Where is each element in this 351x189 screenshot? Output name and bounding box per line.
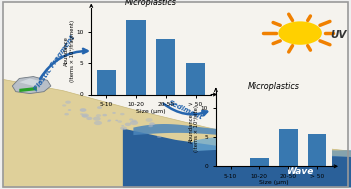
Circle shape: [97, 106, 102, 109]
Circle shape: [82, 114, 88, 118]
Text: Wave: Wave: [286, 167, 314, 176]
Bar: [186, 64, 205, 94]
Circle shape: [80, 113, 84, 115]
Circle shape: [121, 125, 124, 126]
X-axis label: Size (μm): Size (μm): [259, 180, 289, 185]
Bar: [250, 158, 269, 166]
Circle shape: [129, 118, 133, 121]
Circle shape: [157, 136, 162, 138]
Circle shape: [64, 113, 69, 115]
Circle shape: [65, 101, 71, 104]
Circle shape: [148, 125, 153, 127]
Bar: [308, 134, 326, 166]
Circle shape: [96, 114, 101, 117]
Circle shape: [80, 108, 86, 112]
Title: Microplastics: Microplastics: [248, 82, 300, 91]
Bar: [97, 70, 116, 94]
Circle shape: [62, 104, 66, 107]
Polygon shape: [12, 77, 51, 94]
Y-axis label: Abundance
(Items × 10⁵/site): Abundance (Items × 10⁵/site): [188, 105, 199, 152]
Circle shape: [81, 113, 89, 118]
Circle shape: [102, 114, 107, 116]
Circle shape: [120, 113, 125, 115]
Circle shape: [112, 112, 116, 114]
Title: Microplastics: Microplastics: [125, 0, 177, 8]
Bar: [279, 129, 298, 166]
Circle shape: [125, 123, 131, 126]
Circle shape: [120, 126, 127, 130]
Y-axis label: Abundance
(Items × 10⁵/fragment): Abundance (Items × 10⁵/fragment): [64, 20, 75, 82]
Bar: [156, 39, 176, 94]
Circle shape: [93, 117, 101, 121]
Polygon shape: [19, 78, 40, 86]
Polygon shape: [3, 79, 351, 187]
Circle shape: [107, 120, 110, 122]
Text: UV: UV: [330, 30, 346, 40]
X-axis label: Size (μm): Size (μm): [136, 108, 166, 114]
Circle shape: [149, 122, 155, 125]
Polygon shape: [133, 124, 274, 137]
Circle shape: [86, 117, 92, 120]
Circle shape: [146, 118, 153, 122]
Circle shape: [130, 121, 138, 125]
Polygon shape: [19, 87, 37, 92]
Circle shape: [278, 21, 322, 45]
Circle shape: [132, 120, 137, 122]
Text: Sediment: Sediment: [167, 99, 204, 120]
Circle shape: [108, 119, 111, 121]
Circle shape: [94, 121, 102, 125]
Polygon shape: [193, 137, 323, 153]
Polygon shape: [123, 129, 351, 187]
Circle shape: [68, 109, 71, 111]
Polygon shape: [246, 146, 351, 157]
Bar: [126, 20, 146, 94]
Circle shape: [115, 120, 118, 121]
Circle shape: [117, 120, 122, 123]
Text: Plastic Fragment: Plastic Fragment: [33, 34, 76, 92]
